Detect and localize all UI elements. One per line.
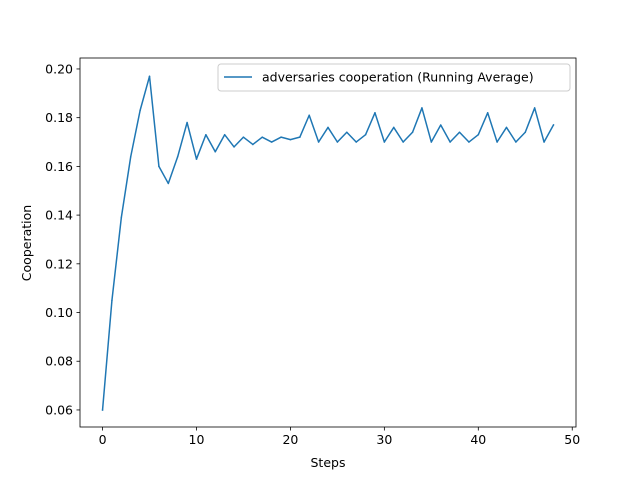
data-point bbox=[515, 141, 517, 143]
plot-area bbox=[80, 58, 576, 427]
data-point bbox=[101, 409, 104, 411]
y-axis-label: Cooperation bbox=[19, 205, 34, 281]
x-tick-label: 50 bbox=[564, 432, 580, 447]
data-point bbox=[223, 133, 226, 136]
x-tick-label: 10 bbox=[189, 432, 205, 447]
legend-label: adversaries cooperation (Running Average… bbox=[262, 70, 534, 85]
data-point bbox=[195, 158, 198, 160]
x-tick-label: 30 bbox=[376, 432, 392, 447]
data-point bbox=[364, 133, 367, 136]
data-point bbox=[374, 112, 376, 114]
data-point bbox=[111, 299, 113, 302]
data-point bbox=[158, 165, 160, 168]
data-point bbox=[477, 133, 480, 136]
y-axis-ticks: 0.06 0.08 0.10 0.12 0.14 0.16 0.18 0.20 bbox=[45, 61, 80, 417]
y-tick-label: 0.12 bbox=[45, 256, 73, 271]
data-point bbox=[327, 126, 329, 129]
data-point bbox=[533, 107, 536, 109]
x-tick-label: 0 bbox=[99, 432, 107, 447]
legend: adversaries cooperation (Running Average… bbox=[217, 63, 571, 92]
data-point bbox=[252, 143, 254, 146]
data-point bbox=[120, 216, 123, 219]
x-tick-label: 40 bbox=[470, 432, 486, 447]
x-tick-label: 20 bbox=[282, 432, 298, 447]
x-axis-label: Steps bbox=[311, 455, 346, 470]
data-point bbox=[289, 138, 292, 141]
legend-box bbox=[217, 63, 571, 92]
y-tick-label: 0.16 bbox=[45, 159, 73, 174]
data-point bbox=[317, 141, 320, 143]
data-point bbox=[355, 141, 357, 143]
data-point bbox=[505, 126, 508, 129]
data-point bbox=[486, 112, 489, 114]
data-point bbox=[439, 124, 442, 126]
data-point bbox=[543, 141, 545, 143]
data-point bbox=[421, 107, 423, 109]
data-point bbox=[468, 141, 470, 143]
y-tick-label: 0.18 bbox=[45, 110, 73, 125]
data-point bbox=[214, 151, 217, 153]
y-tick-label: 0.20 bbox=[45, 61, 73, 76]
data-point bbox=[449, 141, 451, 143]
plot-frame bbox=[79, 57, 577, 428]
data-point bbox=[242, 136, 245, 138]
x-axis-ticks: 0 10 20 30 40 50 bbox=[99, 427, 580, 447]
data-point bbox=[402, 141, 404, 143]
data-point bbox=[205, 133, 207, 136]
y-tick-label: 0.08 bbox=[45, 354, 73, 369]
data-point bbox=[411, 131, 414, 134]
data-point bbox=[139, 109, 141, 112]
data-point bbox=[308, 114, 310, 116]
data-point bbox=[129, 155, 132, 158]
data-point bbox=[430, 141, 433, 143]
data-point bbox=[336, 141, 339, 143]
data-point bbox=[148, 75, 151, 78]
data-point bbox=[496, 141, 498, 143]
data-point bbox=[167, 182, 170, 185]
data-point bbox=[346, 131, 348, 134]
data-point bbox=[393, 126, 395, 129]
data-point bbox=[280, 136, 282, 138]
data-point bbox=[270, 141, 273, 143]
data-point bbox=[524, 131, 527, 134]
data-point bbox=[552, 124, 555, 126]
data-point bbox=[299, 136, 301, 138]
data-point bbox=[176, 155, 179, 158]
series-layer bbox=[101, 75, 555, 411]
data-point bbox=[383, 141, 386, 143]
y-tick-label: 0.14 bbox=[45, 208, 73, 223]
y-tick-label: 0.10 bbox=[45, 305, 73, 320]
data-point bbox=[458, 131, 461, 134]
data-point bbox=[186, 121, 188, 124]
y-tick-label: 0.06 bbox=[45, 402, 73, 417]
data-point bbox=[233, 146, 235, 148]
data-point bbox=[261, 136, 263, 138]
